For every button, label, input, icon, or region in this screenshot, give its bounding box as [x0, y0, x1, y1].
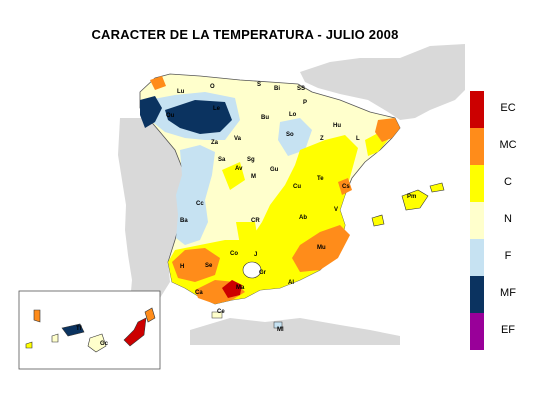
region-c-south-west: [236, 222, 258, 245]
city-label: Ba: [180, 218, 188, 224]
city-labels: Lu O S Bi SS Ou Le Bu Lo P Hu Va So Za L…: [76, 82, 416, 347]
city-label: Gc: [100, 341, 109, 347]
region-n-granada: [242, 261, 262, 279]
canary-el-hierro: [25, 341, 33, 349]
city-label: V: [334, 207, 338, 213]
region-c-central: [222, 162, 245, 190]
city-label: Va: [234, 136, 242, 142]
legend-swatch-ef: [470, 313, 484, 350]
north-africa-landmass: [190, 318, 400, 345]
city-label: Te: [317, 176, 324, 182]
city-label: Z: [320, 136, 324, 142]
city-label: Av: [235, 166, 243, 172]
city-label: Tf: [76, 326, 83, 332]
city-label: Se: [205, 263, 213, 269]
canary-tenerife: [61, 323, 85, 337]
city-label: SS: [297, 86, 305, 92]
region-f-west: [176, 145, 215, 245]
region-mf-north: [165, 100, 232, 134]
city-label: Lo: [289, 112, 297, 118]
legend-swatch-mf: [470, 276, 484, 313]
melilla-area: [273, 321, 283, 329]
legend-swatch-f: [470, 239, 484, 276]
city-label: Gr: [259, 270, 267, 276]
city-label: P: [303, 100, 307, 106]
portugal-landmass: [118, 118, 185, 302]
city-label: Ca: [195, 290, 203, 296]
region-mf-nw: [140, 96, 162, 128]
canary-la-palma: [33, 309, 41, 323]
canary-fuerteventura: [123, 317, 147, 347]
legend-label-ec: EC: [500, 102, 516, 114]
city-label: Cs: [342, 184, 350, 190]
legend-label-c: C: [504, 176, 512, 188]
city-label: Le: [213, 106, 221, 112]
city-label: Cc: [196, 201, 204, 207]
city-label: L: [356, 136, 360, 142]
region-ec-malaga: [222, 280, 242, 298]
city-label: Bu: [261, 115, 269, 121]
canary-lanzarote: [144, 307, 156, 323]
map-title: CARACTER DE LA TEMPERATURA - JULIO 2008: [91, 27, 399, 42]
legend-label-ef: EF: [500, 324, 516, 336]
balearic-ibiza: [371, 214, 385, 227]
legend-label-mf: MF: [500, 287, 516, 299]
region-mc-castellon: [338, 178, 352, 195]
legend-swatch-n: [470, 202, 484, 239]
region-mc-murcia: [292, 225, 350, 272]
city-label: Ml: [277, 327, 284, 333]
city-label: S: [257, 82, 261, 88]
city-label: CR: [251, 218, 260, 224]
city-label: H: [180, 264, 184, 270]
city-label: Bi: [274, 86, 280, 92]
region-mc-galicia: [150, 76, 166, 90]
region-mc-girona: [375, 118, 400, 142]
legend-swatch-mc: [470, 128, 484, 165]
balearic-menorca: [429, 182, 445, 193]
city-label: Ma: [236, 285, 245, 291]
legend-label-f: F: [504, 250, 512, 262]
legend-swatch-ec: [470, 91, 484, 128]
city-label: Co: [230, 251, 238, 257]
city-label: Lu: [177, 89, 185, 95]
legend-swatch-c: [470, 165, 484, 202]
region-f-soria: [278, 118, 312, 156]
city-label: Ab: [299, 215, 307, 221]
canary-la-gomera: [51, 333, 59, 343]
city-label: Ou: [166, 113, 175, 119]
legend-label-n: N: [504, 213, 512, 225]
city-label: M: [251, 174, 256, 180]
region-mc-andalusia-west: [172, 248, 220, 282]
city-label: Sg: [247, 157, 255, 163]
city-label: Al: [288, 280, 294, 286]
city-label: Mu: [317, 245, 326, 251]
legend-label-mc: MC: [499, 139, 517, 151]
canary-gran-canaria: [87, 333, 107, 353]
city-label: J: [254, 252, 257, 258]
ceuta-area: [211, 311, 223, 319]
city-label: O: [210, 84, 215, 90]
city-label: Sa: [218, 157, 226, 163]
city-label: Pm: [407, 194, 416, 200]
france-landmass: [300, 44, 465, 120]
city-label: Ce: [217, 309, 225, 315]
city-label: Hu: [333, 123, 341, 129]
city-label: Za: [211, 140, 219, 146]
balearic-mallorca: [401, 189, 429, 211]
city-label: So: [286, 132, 294, 138]
city-label: Cu: [293, 184, 301, 190]
city-label: Gu: [270, 167, 279, 173]
